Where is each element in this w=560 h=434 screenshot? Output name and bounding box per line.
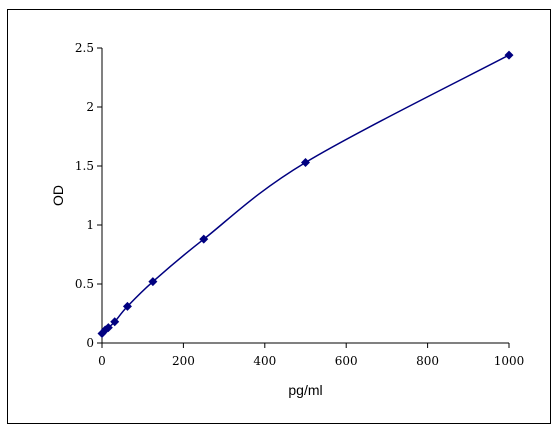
y-tick-label: 0 — [86, 336, 94, 350]
data-point-marker — [504, 50, 514, 60]
x-tick-label: 600 — [335, 354, 358, 368]
y-tick-label: 1 — [86, 218, 94, 232]
y-tick-label: 2.5 — [75, 41, 94, 55]
y-tick-label: 1.5 — [75, 159, 94, 173]
chart-frame — [7, 9, 551, 424]
axes — [101, 48, 509, 344]
x-tick-label: 1000 — [494, 354, 525, 368]
data-point-marker — [301, 157, 310, 167]
x-tick-label: 0 — [98, 354, 106, 368]
data-point-marker — [122, 301, 132, 311]
y-axis-label: OD — [50, 185, 66, 206]
data-point-marker — [199, 234, 209, 244]
series-curve — [101, 54, 510, 335]
x-tick-label: 800 — [416, 354, 439, 368]
x-axis-label: pg/ml — [288, 382, 322, 398]
y-tick-label: 0.5 — [75, 277, 94, 291]
x-tick-label: 200 — [172, 354, 195, 368]
data-point-marker — [148, 277, 158, 287]
data-points — [97, 50, 514, 339]
y-tick-label: 2 — [86, 100, 94, 114]
data-point-marker — [103, 323, 113, 333]
x-tick-label: 400 — [253, 354, 276, 368]
ticks: 0 0.5 1 1.5 2 2.5 0 200 400 600 800 1000 — [75, 41, 524, 368]
data-point-marker — [110, 317, 120, 327]
